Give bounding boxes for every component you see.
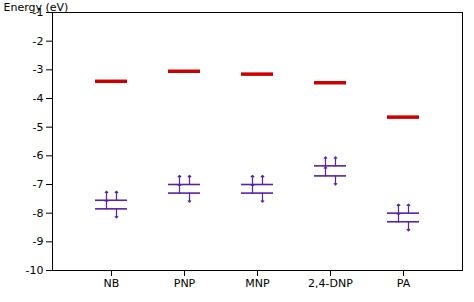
svg-text:-6: -6 xyxy=(33,149,44,162)
svg-text:PA: PA xyxy=(397,277,411,290)
svg-text:-9: -9 xyxy=(33,235,44,248)
svg-text:Energy (eV): Energy (eV) xyxy=(3,1,69,15)
svg-text:-8: -8 xyxy=(33,207,44,220)
svg-text:MNP: MNP xyxy=(245,277,270,290)
svg-text:NB: NB xyxy=(104,277,120,290)
svg-text:-5: -5 xyxy=(33,121,44,134)
svg-text:PNP: PNP xyxy=(174,277,196,290)
svg-text:-4: -4 xyxy=(33,92,44,105)
svg-text:-2: -2 xyxy=(33,35,44,48)
svg-text:2,4-DNP: 2,4-DNP xyxy=(308,277,353,290)
svg-text:-10: -10 xyxy=(26,264,44,277)
svg-text:-7: -7 xyxy=(33,178,44,191)
svg-text:-3: -3 xyxy=(33,63,44,76)
